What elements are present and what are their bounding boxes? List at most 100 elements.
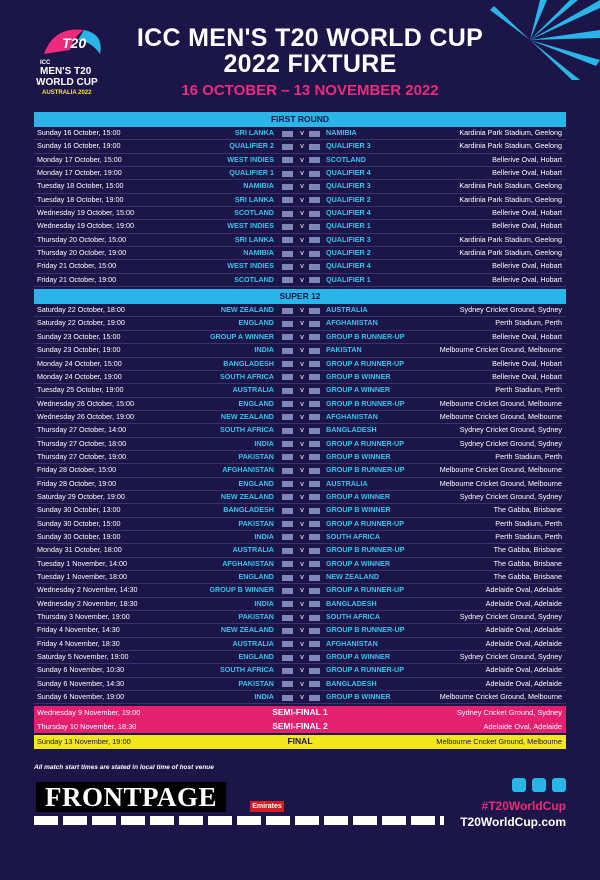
venue: Bellerive Oval, Hobart [492,358,562,368]
team: AUSTRALIA [232,545,274,555]
team: SCOTLAND [326,154,366,164]
match-row: Saturday 5 November, 19:00 ENGLAND v GROUP … [34,651,566,665]
flag-icon [309,654,320,661]
team: GROUP A WINNER [326,558,391,568]
match-date: Sunday 13 November, 19:00 [37,737,131,747]
flag-icon [282,521,293,528]
match-date: Saturday 29 October, 19:00 [37,491,125,501]
team: SRI LANKA [234,128,274,137]
flag-icon [282,143,293,150]
team: NEW ZEALAND [220,305,274,315]
flag-icon [309,361,320,367]
flag-icon [309,223,320,230]
flag-icon [309,263,320,270]
team: SOUTH AFRICA [326,612,381,622]
team: ENGLAND [238,398,274,408]
logo-text: AUSTRALIA 2022 [42,90,92,96]
match-date: Tuesday 18 October, 19:00 [37,194,124,204]
match-row: Sunday 30 October, 13:00 BANGLADESH v GROUP… [34,504,566,518]
team: GROUP A RUNNER-UP [326,358,405,368]
match-date: Tuesday 25 October, 19:00 [37,385,124,395]
stage: SEMI-FINAL 2 [272,720,328,731]
match-row: Friday 21 October, 19:00 SCOTLAND v QUALIFI… [34,274,566,288]
flag-icon [309,320,320,327]
match-row: Saturday 22 October, 18:00 NEW ZEALAND v AU… [34,304,566,318]
venue: Sydney Cricket Ground, Sydney [459,491,562,501]
flag-icon [282,627,293,634]
flag-icon [309,130,320,137]
flag-icon [282,250,293,257]
final-row: FINAL Sunday 13 November, 19:00 Melbourne … [34,735,566,749]
vs: v [300,625,304,635]
flag-icon [282,507,293,514]
venue: Sydney Cricket Ground, Sydney [456,708,562,718]
match-row: Monday 24 October, 15:00 BANGLADESH v GROUP… [34,358,566,371]
team: AFGHANISTAN [326,638,378,648]
vs: v [300,331,304,341]
flag-icon [309,534,320,541]
match-row: Sunday 16 October, 19:00 QUALIFIER 2 v QUAL… [34,140,566,154]
venue: Perth Stadium, Perth [495,385,562,395]
match-date: Thursday 27 October, 19:00 [37,451,127,461]
flag-icon [282,534,293,541]
flag-icon [309,601,320,608]
vs: v [300,612,304,622]
venue: Melbourne Cricket Ground, Melbourne [439,478,562,488]
flag-icon [282,170,293,177]
venue: Adelaide Oval, Adelaide [485,638,562,648]
venue: Sydney Cricket Ground, Sydney [459,612,562,622]
team: BANGLADESH [223,505,274,515]
venue: The Gabba, Brisbane [493,558,562,568]
website[interactable]: T20WorldCup.com [460,815,566,829]
match-date: Sunday 23 October, 15:00 [37,331,121,341]
venue: Melbourne Cricket Ground, Melbourne [436,737,562,747]
flag-icon [282,334,293,341]
vs: v [300,692,304,702]
match-row: Wednesday 26 October, 15:00 ENGLAND v GROUP… [34,398,566,411]
match-date: Wednesday 2 November, 14:30 [37,585,138,595]
team: GROUP B WINNER [326,451,391,461]
flag-icon [282,361,293,367]
flag-icon [309,414,320,421]
match-date: Friday 21 October, 15:00 [37,261,117,271]
flag-icon [309,157,320,164]
flag-icon [309,277,320,284]
team: GROUP B WINNER [326,692,391,702]
team: GROUP B RUNNER-UP [326,465,405,475]
match-row: Sunday 30 October, 19:00 INDIA v SOUTH AFRI… [34,531,566,545]
flag-icon [282,197,293,204]
social-icon[interactable] [512,778,526,792]
team: ENGLAND [238,652,274,662]
flag-icon [282,441,293,448]
semi-final-row: SEMI-FINAL 1 Wednesday 9 November, 19:00 S… [34,706,566,720]
team: QUALIFIER 4 [326,208,371,218]
match-row: Tuesday 18 October, 15:00 NAMIBIA v QUALIFI… [34,180,566,194]
team: QUALIFIER 3 [326,181,371,191]
flag-icon [309,481,320,488]
vs: v [300,451,304,461]
team: SOUTH AFRICA [219,665,274,675]
team: AUSTRALIA [326,478,368,488]
flag-icon [282,307,293,314]
match-date: Friday 21 October, 19:00 [37,274,117,284]
match-date: Wednesday 2 November, 18:30 [37,598,138,608]
social-icon[interactable] [552,778,566,792]
vs: v [300,208,304,218]
vs: v [300,385,304,395]
vs: v [300,572,304,581]
logo-mark: T20 [62,35,86,51]
vs: v [300,585,304,595]
venue: Bellerive Oval, Hobart [492,274,562,284]
vs: v [300,558,304,568]
team: PAKISTAN [238,612,274,622]
match-date: Wednesday 19 October, 19:00 [37,221,134,231]
match-row: Thursday 27 October, 14:00 SOUTH AFRICA v B… [34,424,566,438]
vs: v [300,261,304,271]
social-icon[interactable] [532,778,546,792]
venue: Melbourne Cricket Ground, Melbourne [439,398,562,408]
venue: Adelaide Oval, Adelaide [485,625,562,635]
match-row: Saturday 22 October, 19:00 ENGLAND v AFGHAN… [34,317,566,331]
match-row: Saturday 29 October, 19:00 NEW ZEALAND v GR… [34,491,566,505]
match-row: Tuesday 1 November, 18:00 ENGLAND v NEW ZEA… [34,571,566,585]
venue: Sydney Cricket Ground, Sydney [459,425,562,435]
